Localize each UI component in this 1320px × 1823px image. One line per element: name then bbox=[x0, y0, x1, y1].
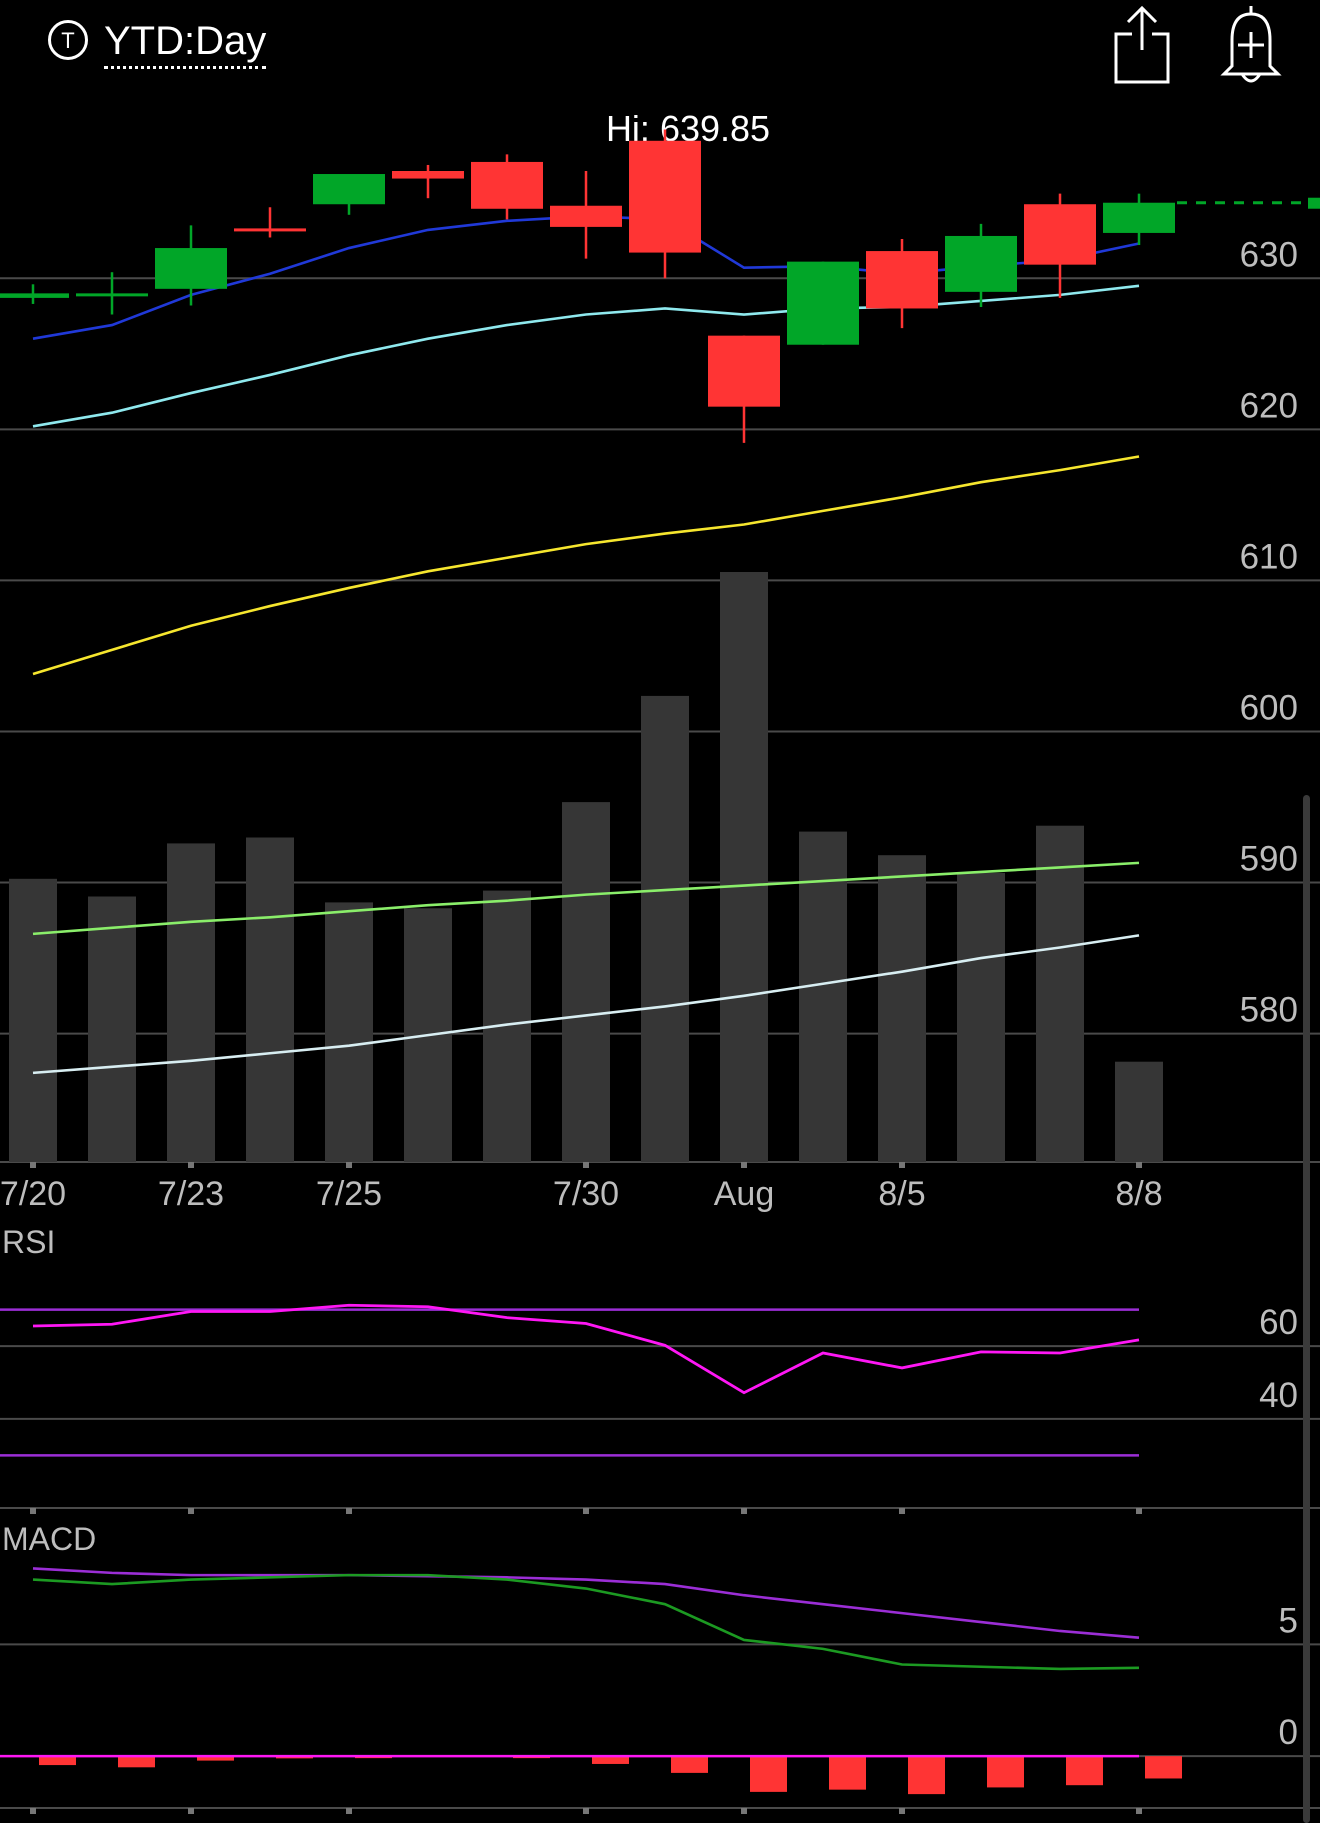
macd-histogram-bar bbox=[671, 1756, 708, 1773]
chart-header: T YTD:Day bbox=[0, 0, 1320, 90]
macd-histogram-bar bbox=[1145, 1756, 1182, 1779]
x-axis-label: 8/5 bbox=[878, 1175, 925, 1213]
rsi-title: RSI bbox=[2, 1224, 55, 1260]
candle-body bbox=[471, 161, 543, 209]
rsi-x-tick bbox=[346, 1508, 352, 1514]
rsi-axis-label: 60 bbox=[1259, 1303, 1298, 1342]
timeframe-selector[interactable]: YTD:Day bbox=[104, 18, 267, 69]
price-axis-label: 580 bbox=[1240, 991, 1298, 1030]
candle-body bbox=[1024, 204, 1096, 265]
x-axis-label: 7/20 bbox=[0, 1175, 66, 1213]
volume-bar bbox=[641, 695, 689, 1162]
macd-x-tick bbox=[899, 1808, 905, 1814]
volume-bar bbox=[325, 902, 373, 1162]
x-axis-label: 7/23 bbox=[158, 1175, 224, 1213]
macd-histogram-bar bbox=[1066, 1756, 1103, 1786]
x-axis-label: Aug bbox=[714, 1175, 775, 1213]
candle-body bbox=[550, 205, 622, 227]
volume-bar bbox=[246, 837, 294, 1162]
candle-body bbox=[629, 140, 701, 253]
candle-body bbox=[155, 248, 227, 289]
rsi-x-tick bbox=[583, 1508, 589, 1514]
last-price-marker bbox=[1308, 197, 1320, 209]
macd-x-tick bbox=[741, 1808, 747, 1814]
rsi-x-tick bbox=[899, 1508, 905, 1514]
volume-bar bbox=[1036, 825, 1084, 1162]
volume-bar bbox=[1115, 1061, 1163, 1162]
volume-bar bbox=[167, 843, 215, 1162]
rsi-x-tick bbox=[30, 1508, 36, 1514]
price-axis-label: 610 bbox=[1240, 537, 1298, 576]
x-axis-label: 7/25 bbox=[316, 1175, 382, 1213]
moving-average-line bbox=[32, 284, 1140, 428]
symbol-badge-icon[interactable]: T bbox=[48, 20, 88, 60]
x-axis-tick bbox=[741, 1162, 747, 1168]
price-axis-label: 600 bbox=[1240, 688, 1298, 727]
price-axis-label: 620 bbox=[1240, 386, 1298, 425]
candle-body bbox=[392, 171, 464, 179]
macd-x-tick bbox=[30, 1808, 36, 1814]
volume-bar bbox=[88, 896, 136, 1162]
candle-body bbox=[234, 228, 306, 232]
rsi-x-tick bbox=[741, 1508, 747, 1514]
x-axis-tick bbox=[583, 1162, 589, 1168]
rsi-line bbox=[32, 1303, 1140, 1395]
macd-histogram-bar bbox=[118, 1756, 155, 1768]
x-axis-tick bbox=[899, 1162, 905, 1168]
macd-title: MACD bbox=[2, 1521, 96, 1557]
volume-bar bbox=[799, 831, 847, 1162]
candle-body bbox=[787, 261, 859, 345]
macd-x-tick bbox=[188, 1808, 194, 1814]
candle-body bbox=[866, 251, 938, 309]
volume-bar bbox=[957, 872, 1005, 1162]
candle-body bbox=[1103, 202, 1175, 233]
macd-axis-label: 0 bbox=[1279, 1713, 1298, 1752]
moving-average-line bbox=[32, 455, 1140, 676]
macd-histogram-bar bbox=[987, 1756, 1024, 1788]
price-axis-label: 590 bbox=[1240, 840, 1298, 879]
macd-line bbox=[32, 1573, 1140, 1671]
x-axis-tick bbox=[30, 1162, 36, 1168]
x-axis-label: 8/8 bbox=[1115, 1175, 1162, 1213]
overlay-line bbox=[32, 861, 1140, 936]
macd-histogram-bar bbox=[197, 1756, 234, 1761]
macd-x-tick bbox=[583, 1808, 589, 1814]
rsi-axis-label: 40 bbox=[1259, 1376, 1298, 1415]
overlay-line bbox=[32, 934, 1140, 1075]
vertical-scrollbar[interactable] bbox=[1303, 795, 1310, 1823]
x-axis-tick bbox=[1136, 1162, 1142, 1168]
macd-histogram-bar bbox=[39, 1756, 76, 1766]
bell-plus-icon[interactable] bbox=[1218, 2, 1284, 84]
macd-histogram-bar bbox=[592, 1756, 629, 1764]
volume-bar bbox=[878, 855, 926, 1162]
price-axis-label: 630 bbox=[1240, 235, 1298, 274]
volume-bar bbox=[720, 572, 768, 1162]
macd-histogram-bar bbox=[829, 1756, 866, 1790]
x-axis-tick bbox=[188, 1162, 194, 1168]
rsi-x-tick bbox=[188, 1508, 194, 1514]
macd-axis-label: 5 bbox=[1279, 1601, 1298, 1640]
candle-body bbox=[313, 174, 385, 205]
x-axis-tick bbox=[346, 1162, 352, 1168]
macd-x-tick bbox=[1136, 1808, 1142, 1814]
candle-body bbox=[0, 293, 69, 298]
macd-signal-line bbox=[32, 1567, 1140, 1639]
macd-histogram-bar bbox=[750, 1756, 787, 1792]
share-icon[interactable] bbox=[1110, 4, 1174, 84]
candle-body bbox=[945, 235, 1017, 292]
rsi-x-tick bbox=[1136, 1508, 1142, 1514]
x-axis-label: 7/30 bbox=[553, 1175, 619, 1213]
volume-bar bbox=[9, 878, 57, 1162]
macd-histogram-bar bbox=[908, 1756, 945, 1795]
candle-body bbox=[76, 293, 148, 297]
volume-bar bbox=[562, 802, 610, 1162]
macd-x-tick bbox=[346, 1808, 352, 1814]
candle-body bbox=[708, 335, 780, 407]
